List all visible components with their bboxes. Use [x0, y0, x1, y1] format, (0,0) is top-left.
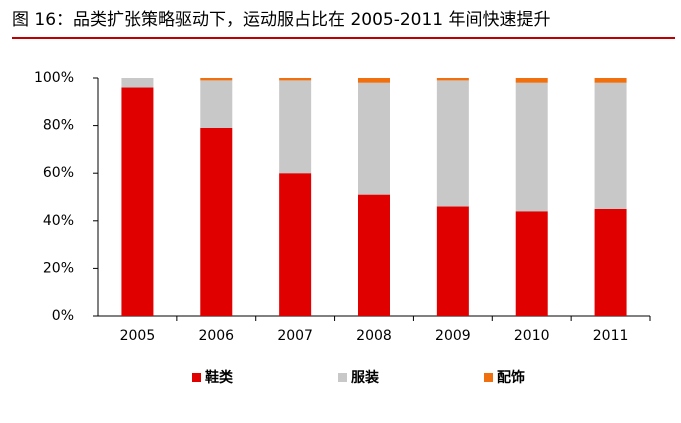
bar-segment: [200, 127, 233, 316]
x-tick-label: 2008: [356, 328, 392, 344]
bar-segment: [279, 78, 312, 81]
bar-segment: [436, 80, 469, 207]
x-tick-label: 2011: [593, 328, 629, 344]
bar-segment: [594, 82, 627, 209]
legend-swatch: [484, 373, 493, 382]
y-tick-label: 100%: [34, 70, 74, 86]
bar-segment: [358, 82, 390, 195]
bar-segment: [594, 208, 627, 316]
x-tick-label: 2010: [514, 328, 550, 344]
x-tick-label: 2009: [435, 328, 471, 344]
x-tick-label: 2005: [120, 328, 156, 344]
legend-label: 鞋类: [205, 369, 234, 386]
bar-segment: [515, 82, 548, 212]
bar-segment: [594, 78, 627, 83]
y-tick-label: 0%: [52, 308, 74, 324]
y-tick-label: 60%: [43, 165, 74, 181]
bar-segment: [200, 78, 233, 81]
bar-segment: [358, 78, 390, 83]
y-tick-label: 80%: [43, 118, 74, 134]
bar-segment: [515, 211, 548, 316]
legend-swatch: [338, 373, 347, 382]
bar-segment: [279, 80, 312, 174]
chart-title: 图 16：品类扩张策略驱动下，运动服占比在 2005-2011 年间快速提升: [12, 10, 551, 30]
bar-segment: [121, 87, 154, 317]
legend-label: 服装: [351, 369, 380, 386]
legend-label: 配饰: [497, 369, 525, 386]
x-tick-label: 2007: [277, 328, 313, 344]
y-tick-label: 40%: [43, 213, 74, 229]
bar-segment: [279, 173, 312, 316]
legend-swatch: [192, 373, 201, 382]
bar-segment: [436, 78, 469, 81]
bar-segment: [200, 80, 233, 128]
bar-segment: [436, 206, 469, 316]
y-tick-label: 20%: [43, 260, 74, 276]
x-tick-label: 2006: [198, 328, 234, 344]
bar-segment: [515, 78, 548, 83]
bar-segment: [121, 78, 154, 88]
bar-segment: [358, 194, 390, 316]
